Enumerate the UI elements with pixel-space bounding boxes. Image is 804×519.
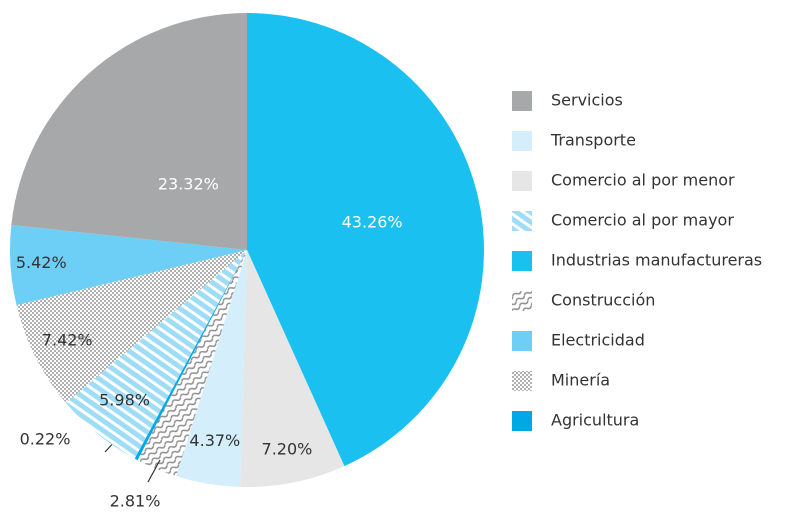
legend-label: Servicios <box>551 91 623 110</box>
legend-swatch <box>512 411 532 431</box>
pie-slice <box>176 250 247 487</box>
legend-label: Agricultura <box>551 411 639 430</box>
data-label: 23.32% <box>158 174 219 193</box>
pie-slice <box>10 225 247 306</box>
pie-slice <box>134 250 247 461</box>
pie-slice <box>137 250 247 477</box>
data-label: 7.20% <box>262 439 313 458</box>
legend-swatch <box>512 251 532 271</box>
pie-slice <box>240 250 345 488</box>
pie-slice <box>247 13 484 467</box>
data-label: 7.42% <box>42 330 93 349</box>
legend-swatch <box>512 131 532 151</box>
pie-slice <box>11 13 247 250</box>
legend-swatch <box>512 291 532 311</box>
data-label: 5.98% <box>99 390 150 409</box>
legend-label: Electricidad <box>551 331 645 350</box>
data-label: 2.81% <box>110 492 161 511</box>
data-label: 43.26% <box>342 213 403 232</box>
legend-label: Comercio al por mayor <box>551 211 734 230</box>
data-label: 0.22% <box>20 430 71 449</box>
legend-label: Minería <box>551 371 610 390</box>
pie-slice <box>16 250 247 403</box>
data-label: 5.42% <box>16 253 67 272</box>
legend-swatch <box>512 371 532 391</box>
data-label: 4.37% <box>189 431 240 450</box>
legend-swatch <box>512 331 532 351</box>
legend-swatch <box>512 171 532 191</box>
legend-label: Comercio al por menor <box>551 171 735 190</box>
legend-label: Industrias manufactureras <box>551 251 762 270</box>
legend-label: Transporte <box>550 131 636 150</box>
pie-slice <box>65 250 247 459</box>
legend-swatch <box>512 91 532 111</box>
legend-label: Construcción <box>551 291 655 310</box>
leader-line <box>147 459 161 483</box>
legend-swatch <box>512 211 532 231</box>
